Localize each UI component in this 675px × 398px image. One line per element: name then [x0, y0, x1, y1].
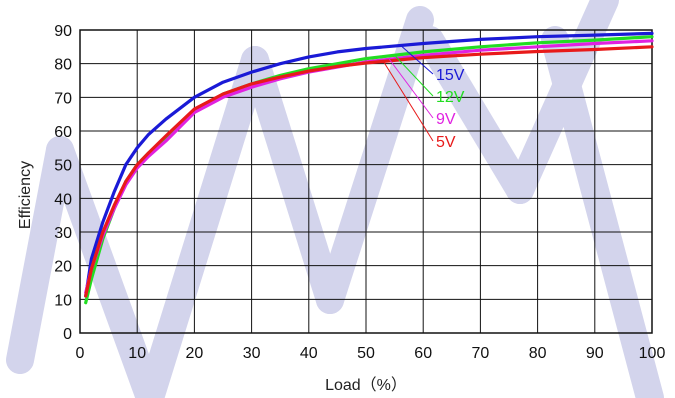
- legend-label-9v: 9V: [436, 111, 456, 128]
- legend-leader-12v: [394, 54, 434, 97]
- x-tick-label: 30: [243, 345, 261, 362]
- legend-label-15v: 15V: [436, 67, 465, 84]
- series-layer: [84, 31, 654, 305]
- x-tick-label: 40: [300, 345, 318, 362]
- y-tick-label: 0: [63, 326, 72, 343]
- x-tick-label: 80: [529, 345, 547, 362]
- y-tick-label: 30: [54, 225, 72, 242]
- x-tick-label: 20: [186, 345, 204, 362]
- plot-frame: [79, 29, 653, 334]
- y-axis-title: Efficiency: [17, 161, 34, 229]
- y-tick-label: 70: [54, 90, 72, 107]
- y-tick-label: 50: [54, 158, 72, 175]
- x-tick-label: 90: [586, 345, 604, 362]
- watermark-stroke: [46, 136, 164, 398]
- x-axis-title: Load（%）: [325, 376, 407, 394]
- x-tick-label: 70: [472, 345, 490, 362]
- y-tick-label: 20: [54, 259, 72, 276]
- series-line-5v: [84, 45, 654, 298]
- watermark-stroke: [241, 46, 344, 314]
- x-tick-label: 0: [76, 345, 85, 362]
- legend-label-5v: 5V: [436, 134, 456, 151]
- watermark-stroke: [6, 136, 74, 374]
- legend-label-12v: 12V: [436, 89, 465, 106]
- watermark-stroke: [541, 26, 664, 398]
- legend-layer: 15V 12V 9V 5V: [382, 44, 465, 151]
- y-tick-label: 80: [54, 57, 72, 74]
- y-tick-label: 90: [54, 23, 72, 40]
- x-tick-label: 50: [357, 345, 375, 362]
- x-tick-label: 60: [414, 345, 432, 362]
- legend-leader-9v: [388, 58, 434, 119]
- y-tick-label: 60: [54, 124, 72, 141]
- legend-leader-15v: [399, 44, 434, 75]
- x-tick-label: 10: [128, 345, 146, 362]
- legend-leader-5v: [382, 60, 434, 142]
- tick-labels: 0 10 20 30 40 50 60 70 80 90 100 0 10 20 30 40 50 60 70 80 9…: [54, 23, 665, 362]
- y-tick-label: 10: [54, 292, 72, 309]
- watermark: [6, 0, 664, 398]
- grid: [79, 29, 653, 334]
- series-line-15v: [84, 31, 654, 298]
- x-tick-label: 100: [639, 345, 666, 362]
- watermark-stroke: [136, 46, 269, 398]
- y-tick-label: 40: [54, 191, 72, 208]
